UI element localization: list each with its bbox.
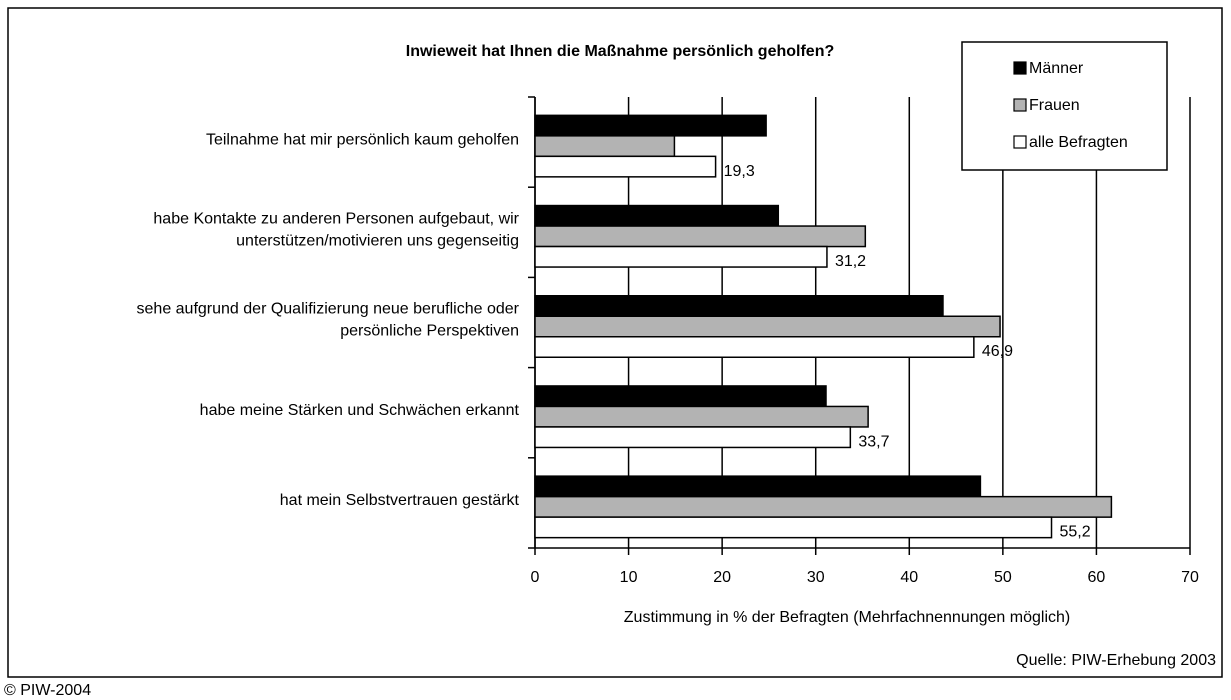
bar bbox=[534, 135, 676, 158]
legend-swatch bbox=[1013, 135, 1027, 149]
y-tick-label: habe meine Stärken und Schwächen erkannt bbox=[200, 402, 520, 419]
source: Quelle: PIW-Erhebung 2003 bbox=[1016, 652, 1216, 669]
legend-swatch bbox=[1013, 98, 1027, 112]
bar bbox=[534, 114, 767, 137]
bar bbox=[534, 315, 1001, 338]
bar bbox=[534, 405, 869, 428]
chart-title: Inwieweit hat Ihnen die Maßnahme persönl… bbox=[406, 43, 835, 60]
x-tick-label: 20 bbox=[713, 569, 731, 586]
legend-label: alle Befragten bbox=[1029, 134, 1128, 151]
x-tick-label: 60 bbox=[1088, 569, 1106, 586]
value-label: 46,9 bbox=[982, 343, 1013, 360]
y-tick-label: Teilnahme hat mir persönlich kaum geholf… bbox=[206, 131, 519, 148]
x-tick-label: 10 bbox=[620, 569, 638, 586]
x-tick-label: 40 bbox=[900, 569, 918, 586]
bar bbox=[534, 295, 944, 317]
legend bbox=[961, 41, 1168, 171]
y-tick-label: sehe aufgrund der Qualifizierung neue be… bbox=[137, 301, 520, 340]
value-label: 31,2 bbox=[835, 253, 866, 270]
bar bbox=[534, 204, 780, 227]
copyright: © PIW-2004 bbox=[4, 682, 91, 699]
bar bbox=[534, 225, 867, 248]
bar bbox=[534, 155, 717, 178]
value-label: 33,7 bbox=[858, 433, 889, 450]
x-tick-label: 0 bbox=[531, 569, 540, 586]
legend-swatch bbox=[1013, 61, 1027, 75]
bar bbox=[534, 336, 975, 358]
value-label: 19,3 bbox=[724, 163, 755, 180]
bar bbox=[534, 516, 1053, 539]
bar bbox=[534, 426, 852, 449]
bar bbox=[534, 475, 982, 498]
x-axis-label: Zustimmung in % der Befragten (Mehrfachn… bbox=[624, 609, 1070, 626]
x-tick-label: 70 bbox=[1181, 569, 1199, 586]
x-tick-label: 50 bbox=[994, 569, 1012, 586]
y-tick-label: hat mein Selbstvertrauen gestärkt bbox=[280, 492, 520, 509]
x-tick-label: 30 bbox=[807, 569, 825, 586]
bar bbox=[534, 245, 828, 268]
y-tick-label: habe Kontakte zu anderen Personen aufgeb… bbox=[153, 211, 519, 250]
legend-label: Frauen bbox=[1029, 97, 1080, 114]
legend-label: Männer bbox=[1029, 60, 1084, 77]
bar bbox=[534, 385, 827, 408]
value-label: 55,2 bbox=[1060, 524, 1091, 541]
bar bbox=[534, 495, 1113, 518]
